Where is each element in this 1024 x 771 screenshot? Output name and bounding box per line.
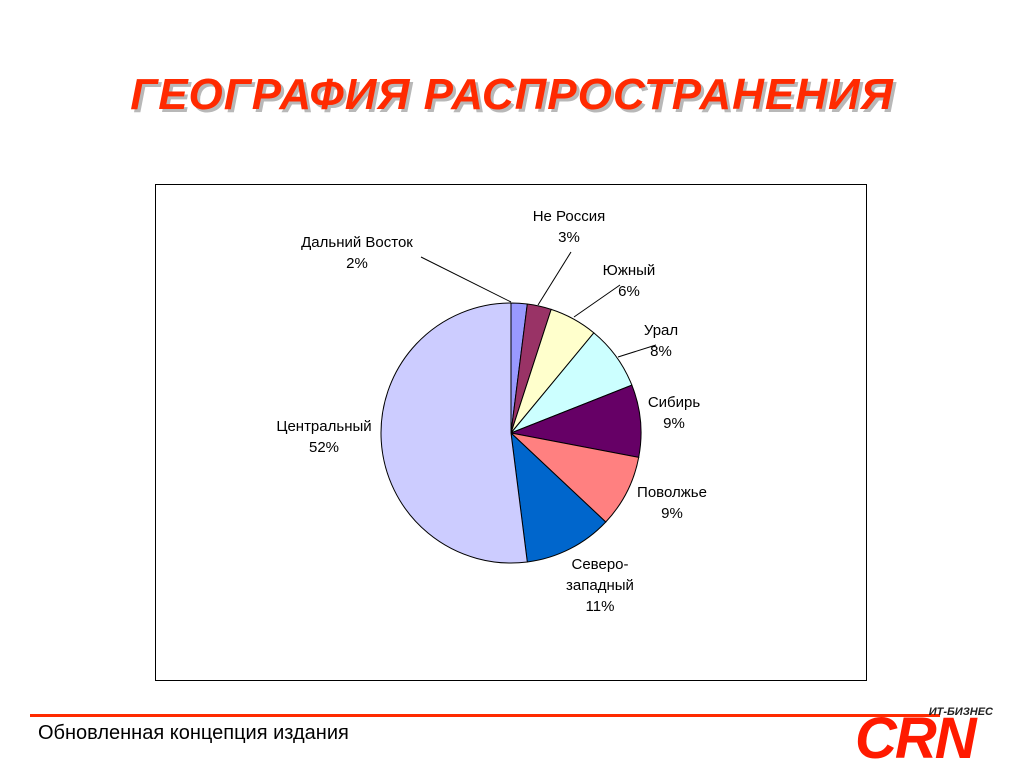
slice-percent-южный: 6% xyxy=(618,283,640,300)
slice-label-центральный: Центральный 52% xyxy=(276,418,371,456)
leader-line-урал xyxy=(617,344,657,358)
slice-percent-поволжье: 9% xyxy=(661,505,683,522)
slice-label-урал: Урал 8% xyxy=(644,322,678,360)
slice-percent-центральный: 52% xyxy=(309,439,339,456)
slice-label-поволжье: Поволжье 9% xyxy=(637,484,707,522)
slice-label-северо-западный: Северо-западный 11% xyxy=(566,556,634,615)
logo-wordmark: CRN xyxy=(855,706,977,771)
footer-caption: Обновленная концепция издания xyxy=(38,722,349,744)
pie-chart: Дальний Восток 2% Не Россия 3% Южный 6% Урал 8%… xyxy=(155,184,867,681)
leader-line-дальний-восток xyxy=(420,256,512,303)
slice-percent-северо-западный: 11% xyxy=(586,598,615,615)
slice-percent-не-россия: 3% xyxy=(558,229,580,246)
slice-percent-дальний-восток: 2% xyxy=(346,255,368,272)
footer-divider xyxy=(30,714,940,717)
slice-label-не-россия: Не Россия 3% xyxy=(533,208,606,246)
pie-slice-северо-западный xyxy=(510,431,607,563)
leader-line-южный xyxy=(573,284,621,318)
logo-subtitle: ИТ-БИЗНЕС xyxy=(928,706,993,718)
slice-label-южный: Южный 6% xyxy=(603,262,656,300)
slide-title: ГЕОГРАФИЯ РАСПРОСТРАНЕНИЯ xyxy=(130,70,894,119)
pie-chart-svg: Дальний Восток 2% Не Россия 3% Южный 6% Урал 8%… xyxy=(276,208,707,615)
leader-line-не-россия xyxy=(537,251,572,306)
slice-percent-сибирь: 9% xyxy=(663,415,685,432)
pie-slice-центральный xyxy=(380,302,528,564)
slice-percent-урал: 8% xyxy=(650,343,672,360)
slice-label-дальний-восток: Дальний Восток 2% xyxy=(301,234,413,272)
slice-label-сибирь: Сибирь 9% xyxy=(648,394,701,432)
crn-logo: ИТ-БИЗНЕС CRN xyxy=(855,706,1015,768)
